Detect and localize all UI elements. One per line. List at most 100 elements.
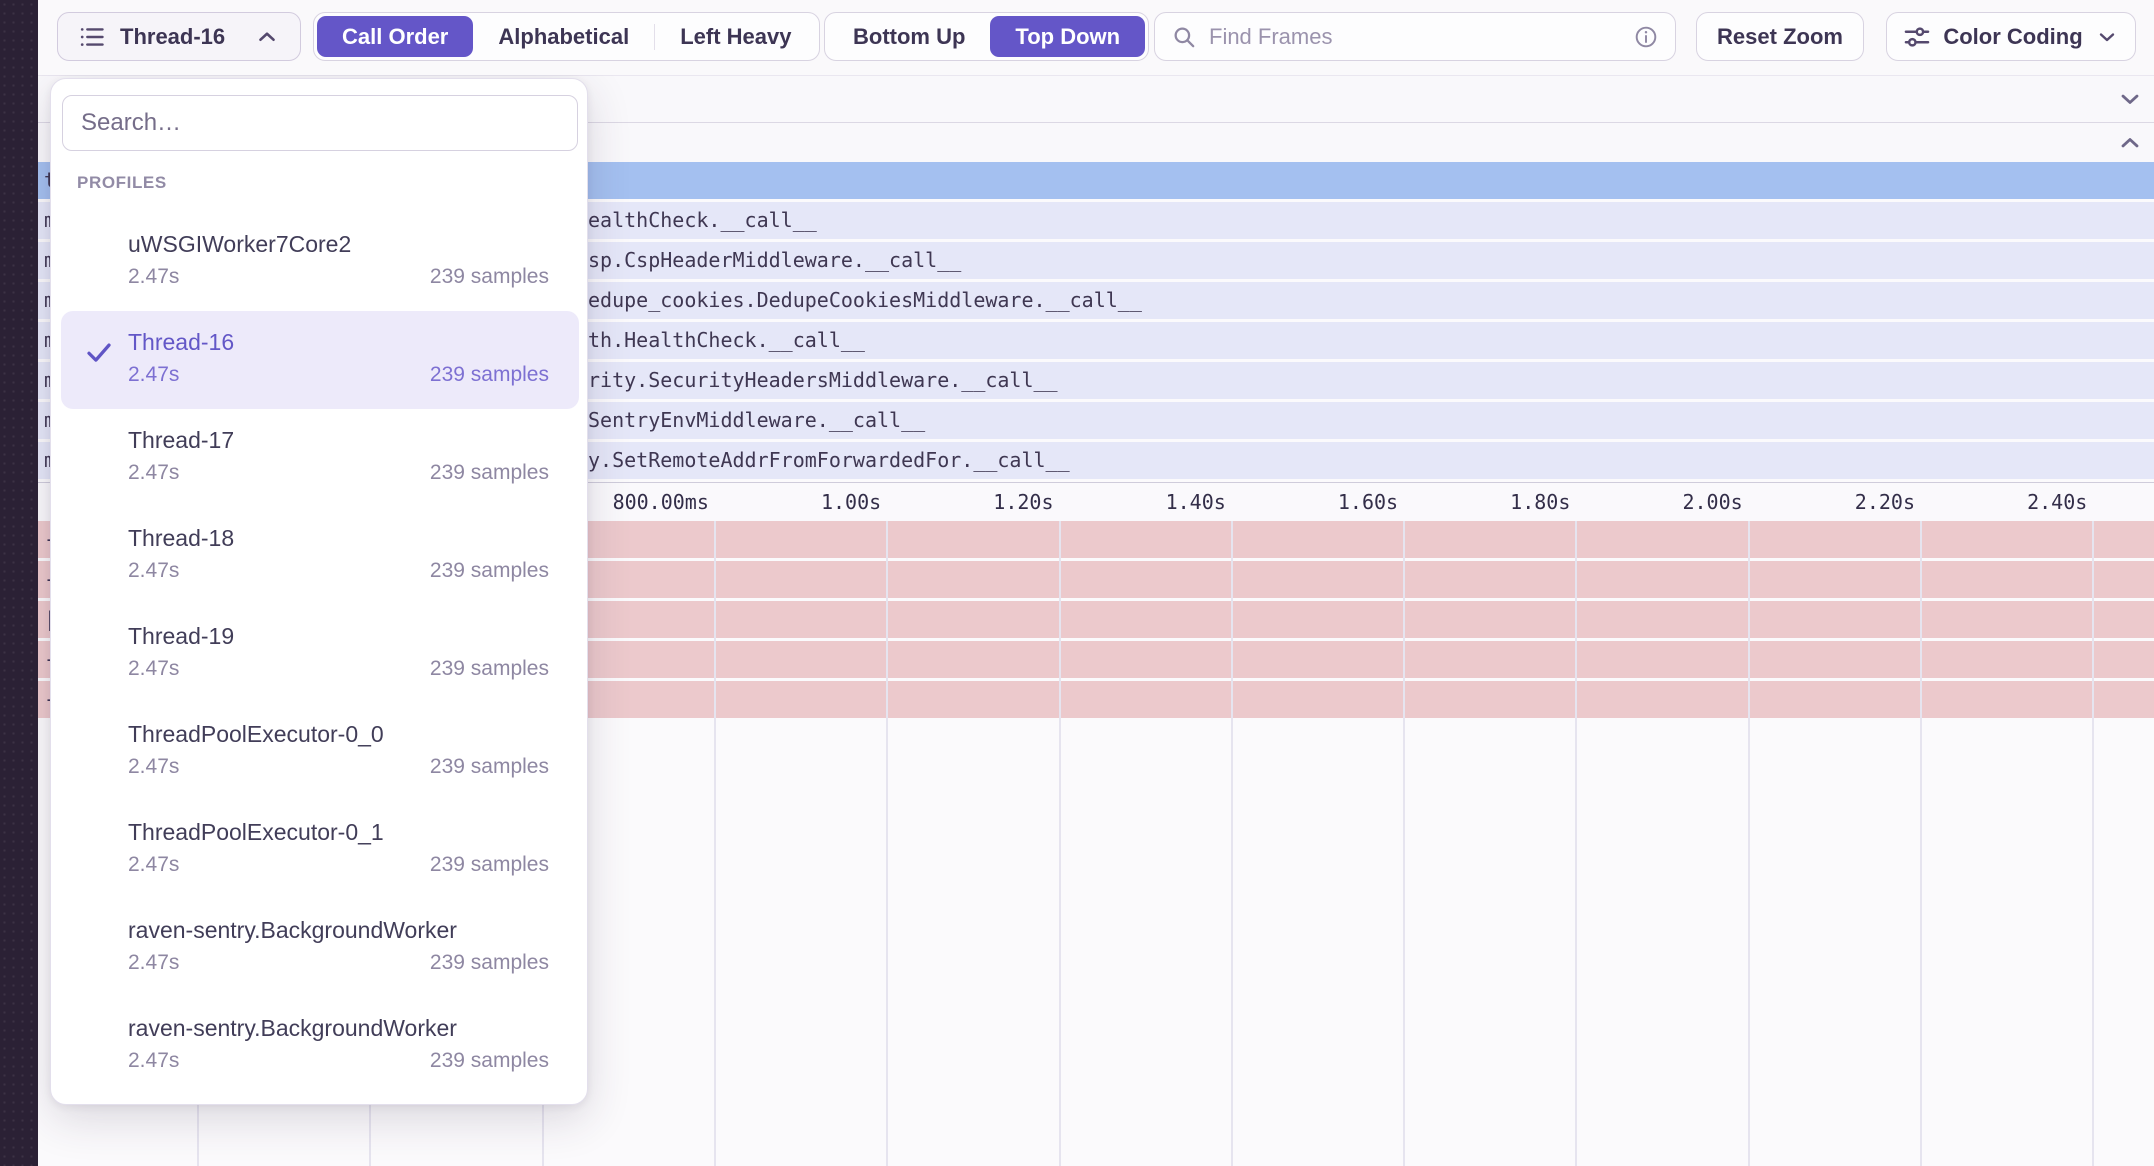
profile-option-raven-sentry-backgroundworker-8[interactable]: raven-sentry.BackgroundWorker 2.47s 239 sa…: [51, 997, 589, 1095]
toolbar: Thread-16 Call Order Alphabetical Left Hea…: [38, 0, 2154, 75]
thread-selector-button[interactable]: Thread-16: [57, 12, 301, 61]
find-frames-input[interactable]: [1209, 23, 1621, 50]
profile-option-thread-18-3[interactable]: Thread-18 2.47s 239 samples: [51, 507, 589, 605]
gridline: [713, 521, 716, 1166]
color-coding-label: Color Coding: [1943, 23, 2083, 49]
profile-option-threadpoolexecutor-0-0-5[interactable]: ThreadPoolExecutor-0_0 2.47s 239 samples: [51, 703, 589, 801]
profile-meta: 2.47s 239 samples: [51, 1042, 589, 1073]
profile-duration: 2.47s: [128, 559, 180, 582]
profile-option-thread-16-1[interactable]: Thread-16 2.47s 239 samples: [51, 311, 589, 409]
profile-name: ThreadPoolExecutor-0_1: [128, 819, 384, 845]
frame-label: y.SetRemoteAddrFromForwardedFor.__call__: [588, 448, 1070, 472]
collapse-up-icon[interactable]: [2116, 129, 2144, 157]
view-mode-call-order[interactable]: Call Order: [317, 16, 474, 57]
chevron-up-icon: [254, 24, 280, 50]
reset-zoom-label: Reset Zoom: [1717, 23, 1843, 49]
thread-list-icon: [78, 23, 106, 51]
color-coding-button[interactable]: Color Coding: [1886, 12, 2136, 61]
profile-duration: 2.47s: [128, 657, 180, 680]
profile-duration: 2.47s: [128, 853, 180, 876]
axis-tick-label: 2.40s: [2027, 490, 2088, 514]
profile-sample-count: 239 samples: [429, 1049, 549, 1072]
profile-duration: 2.47s: [128, 755, 180, 778]
profile-meta: 2.47s 239 samples: [51, 552, 589, 583]
profile-name: Thread-16: [128, 329, 235, 355]
profile-option-thread-19-4[interactable]: Thread-19 2.47s 239 samples: [51, 605, 589, 703]
gridline: [1230, 521, 1233, 1166]
view-mode-alphabetical[interactable]: Alphabetical: [498, 23, 630, 49]
axis-tick-label: 1.40s: [1165, 490, 1226, 514]
selected-highlight: [61, 311, 579, 409]
profile-meta: 2.47s 239 samples: [51, 748, 589, 779]
thread-dropdown-panel: PROFILES uWSGIWorker7Core2 2.47s 239 sampl…: [50, 78, 588, 1105]
profile-sample-count: 239 samples: [429, 951, 549, 974]
profile-name: raven-sentry.BackgroundWorker: [128, 917, 457, 943]
frame-label: th.HealthCheck.__call__: [588, 328, 865, 352]
direction-mode-top-down[interactable]: Top Down: [990, 16, 1146, 57]
profile-meta: 2.47s 239 samples: [51, 258, 589, 289]
profile-name: ThreadPoolExecutor-0_0: [128, 721, 384, 747]
gridline: [1747, 521, 1750, 1166]
profile-name: Thread-17: [128, 427, 235, 453]
profile-duration: 2.47s: [128, 363, 180, 386]
search-icon: [1171, 24, 1197, 50]
profile-sample-count: 239 samples: [429, 265, 549, 288]
profile-meta: 2.47s 239 samples: [51, 650, 589, 681]
check-icon: [84, 337, 114, 372]
frame-label: edupe_cookies.DedupeCookiesMiddleware.__…: [588, 288, 1142, 312]
axis-tick-label: 2.00s: [1682, 490, 1743, 514]
axis-tick-label: 1.20s: [993, 490, 1054, 514]
gridline: [1920, 521, 1922, 1166]
profile-option-uwsgiworker7core2-0[interactable]: uWSGIWorker7Core2 2.47s 239 samples: [51, 213, 589, 311]
profile-name: Thread-18: [128, 525, 235, 551]
dropdown-search-field[interactable]: [62, 95, 578, 151]
profile-meta: 2.47s 239 samples: [51, 356, 589, 387]
profile-duration: 2.47s: [128, 461, 180, 484]
axis-tick-label: 1.80s: [1510, 490, 1571, 514]
profile-sample-count: 239 samples: [429, 559, 549, 582]
profile-meta: 2.47s 239 samples: [51, 944, 589, 975]
profile-option-threadpoolexecutor-0-1-6[interactable]: ThreadPoolExecutor-0_1 2.47s 239 samples: [51, 801, 589, 899]
profile-option-thread-17-2[interactable]: Thread-17 2.47s 239 samples: [51, 409, 589, 507]
profile-sample-count: 239 samples: [429, 363, 549, 386]
profile-option-raven-sentry-backgroundworker-7[interactable]: raven-sentry.BackgroundWorker 2.47s 239 sa…: [51, 899, 589, 997]
axis-tick-label: 800.00ms: [612, 490, 709, 514]
profiles-section-label: PROFILES: [77, 173, 167, 192]
gridline: [1403, 521, 1406, 1166]
frame-label: rity.SecurityHeadersMiddleware.__call__: [588, 368, 1058, 392]
direction-mode-control: Bottom Up Top Down: [824, 12, 1150, 61]
axis-tick-label: 2.20s: [1854, 490, 1915, 514]
app-sidebar-rail: [0, 0, 38, 1166]
info-icon[interactable]: [1633, 24, 1659, 50]
segment-divider: [654, 23, 656, 50]
profile-duration: 2.47s: [128, 265, 180, 288]
profile-duration: 2.47s: [128, 1049, 180, 1072]
collapse-down-icon[interactable]: [2116, 85, 2144, 113]
sliders-icon: [1903, 23, 1931, 51]
frame-label: SentryEnvMiddleware.__call__: [588, 408, 926, 432]
profile-sample-count: 239 samples: [429, 853, 549, 876]
gridline: [2092, 521, 2095, 1166]
find-frames-field[interactable]: [1154, 12, 1676, 61]
profile-duration: 2.47s: [128, 951, 180, 974]
profile-name: uWSGIWorker7Core2: [128, 231, 352, 257]
chevron-down-icon: [2095, 25, 2119, 49]
profile-name: raven-sentry.BackgroundWorker: [128, 1015, 457, 1041]
profile-sample-count: 239 samples: [429, 461, 549, 484]
thread-selector-label: Thread-16: [120, 23, 226, 49]
gridline: [1058, 521, 1061, 1166]
profile-meta: 2.47s 239 samples: [51, 454, 589, 485]
direction-mode-bottom-up[interactable]: Bottom Up: [853, 23, 966, 49]
axis-tick-label: 1.60s: [1337, 490, 1399, 514]
reset-zoom-button[interactable]: Reset Zoom: [1696, 12, 1864, 61]
frame-label: ealthCheck.__call__: [588, 208, 817, 232]
view-mode-control: Call Order Alphabetical Left Heavy: [313, 12, 821, 61]
frame-label: sp.CspHeaderMiddleware.__call__: [588, 248, 962, 272]
profile-meta: 2.47s 239 samples: [51, 846, 589, 877]
dropdown-search-input[interactable]: [81, 109, 559, 137]
view-mode-left-heavy[interactable]: Left Heavy: [680, 23, 792, 49]
profile-name: Thread-19: [128, 623, 235, 649]
profile-sample-count: 239 samples: [429, 755, 549, 778]
gridline: [886, 521, 889, 1166]
